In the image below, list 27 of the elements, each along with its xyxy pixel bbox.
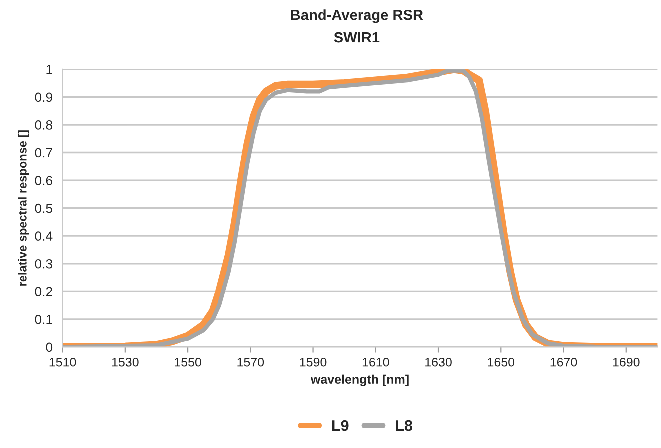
- x-tick-label: 1670: [550, 358, 578, 367]
- y-axis-title: relative spectral response []: [18, 130, 30, 286]
- x-tick-label: 1630: [426, 358, 452, 367]
- x-tick-label: 1610: [362, 358, 390, 367]
- x-tick-label: 1570: [238, 358, 264, 367]
- x-axis-title: wavelength [nm]: [310, 374, 409, 387]
- y-tick-label: 1: [46, 65, 52, 74]
- y-tick-label: 0.1: [35, 314, 52, 324]
- x-tick-label: 1650: [488, 358, 515, 367]
- y-tick-label: 0.8: [35, 120, 52, 130]
- x-tick-label: 1590: [300, 358, 327, 367]
- x-tick-label: 1550: [175, 358, 202, 367]
- legend-label: L8: [396, 420, 412, 432]
- x-tick-label: 1510: [50, 358, 76, 367]
- y-tick-label: 0.2: [35, 287, 52, 297]
- y-tick-label: 0.9: [35, 92, 52, 102]
- y-tick-label: 0.3: [35, 259, 52, 269]
- y-tick-label: 0.7: [35, 148, 52, 158]
- y-tick-label: 0: [46, 342, 53, 352]
- x-tick-label: 1690: [613, 358, 640, 367]
- y-tick-label: 0.6: [35, 176, 52, 186]
- chart-subtitle: SWIR1: [334, 32, 380, 43]
- y-tick-label: 0.4: [35, 232, 53, 242]
- legend-label: L9: [332, 420, 349, 432]
- chart-title: Band-Average RSR: [291, 10, 424, 24]
- y-tick-label: 0.5: [35, 204, 53, 214]
- x-tick-label: 1530: [112, 358, 139, 367]
